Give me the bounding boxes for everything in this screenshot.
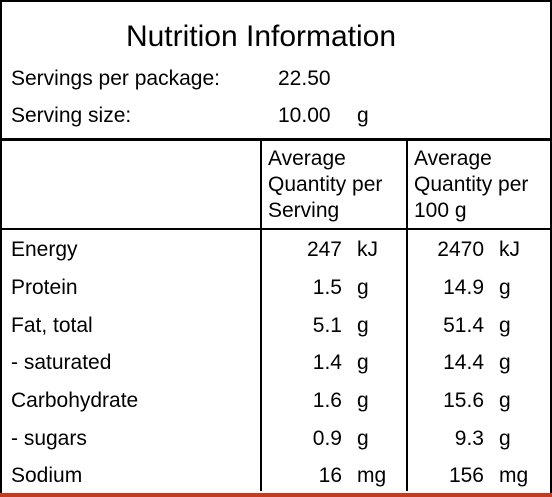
row-100g-sodium: 156 — [448, 464, 484, 487]
row-100g-unit-protein: g — [499, 276, 511, 299]
row-serving-energy: 247 — [306, 238, 342, 261]
col-serving-line-1: Average — [268, 147, 346, 170]
header-divider — [2, 138, 550, 141]
row-100g-unit-sodium: mg — [499, 464, 529, 487]
row-serving-unit-carbohydrate: g — [357, 389, 369, 412]
row-100g-unit-energy: kJ — [499, 238, 520, 261]
column-divider-serving — [260, 141, 262, 491]
row-100g-fat-total: 51.4 — [443, 314, 484, 337]
serving-size-label: Serving size: — [11, 104, 132, 127]
panel-title: Nutrition Information — [125, 20, 397, 53]
serving-size-value: 10.00 — [278, 104, 331, 127]
row-serving-unit-fat-total: g — [357, 314, 369, 337]
bottom-accent-strip — [0, 493, 552, 497]
row-100g-unit-sugars: g — [499, 427, 511, 450]
row-100g-protein: 14.9 — [443, 276, 484, 299]
row-serving-protein: 1.5 — [312, 276, 342, 299]
row-label-carbohydrate: Carbohydrate — [11, 389, 139, 412]
row-serving-unit-protein: g — [357, 276, 369, 299]
row-label-sodium: Sodium — [11, 464, 83, 487]
table-divider — [2, 228, 550, 230]
row-100g-carbohydrate: 15.6 — [443, 389, 484, 412]
row-100g-unit-fat-total: g — [499, 314, 511, 337]
col-100g-line-2: Quantity per — [414, 173, 529, 196]
col-serving-line-2: Quantity per — [268, 173, 383, 196]
row-serving-fat-total: 5.1 — [312, 314, 342, 337]
row-label-protein: Protein — [11, 276, 78, 299]
col-serving-line-3: Serving — [268, 199, 340, 222]
row-serving-sugars: 0.9 — [312, 427, 342, 450]
row-100g-sugars: 9.3 — [454, 427, 484, 450]
servings-per-package-label: Servings per package: — [11, 67, 220, 90]
row-100g-saturated: 14.4 — [443, 351, 484, 374]
row-label-sugars: - sugars — [11, 427, 87, 450]
row-100g-unit-saturated: g — [499, 351, 511, 374]
servings-per-package-value: 22.50 — [278, 67, 331, 90]
column-divider-100g — [406, 141, 408, 491]
row-label-energy: Energy — [11, 238, 78, 261]
row-serving-saturated: 1.4 — [312, 351, 342, 374]
row-serving-unit-saturated: g — [357, 351, 369, 374]
row-100g-energy: 2470 — [437, 238, 484, 261]
row-serving-unit-sodium: mg — [357, 464, 387, 487]
row-serving-unit-sugars: g — [357, 427, 369, 450]
row-label-saturated: - saturated — [11, 351, 112, 374]
row-100g-unit-carbohydrate: g — [499, 389, 511, 412]
row-serving-carbohydrate: 1.6 — [312, 389, 342, 412]
row-serving-sodium: 16 — [318, 464, 342, 487]
serving-size-unit: g — [357, 104, 369, 127]
col-100g-line-1: Average — [414, 147, 492, 170]
col-100g-line-3: 100 g — [414, 199, 467, 222]
row-label-fat-total: Fat, total — [11, 314, 93, 337]
row-serving-unit-energy: kJ — [357, 238, 378, 261]
